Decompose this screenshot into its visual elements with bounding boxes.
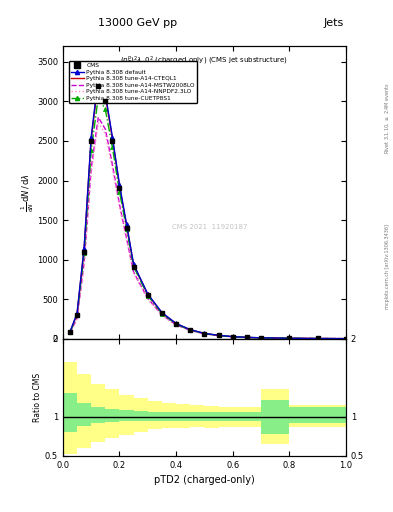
Text: 13000 GeV pp: 13000 GeV pp	[98, 18, 177, 28]
Text: CMS 2021  11920187: CMS 2021 11920187	[172, 224, 248, 230]
Text: Jets: Jets	[323, 18, 344, 28]
Legend: CMS, Pythia 8.308 default, Pythia 8.308 tune-A14-CTEQL1, Pythia 8.308 tune-A14-M: CMS, Pythia 8.308 default, Pythia 8.308 …	[69, 61, 197, 103]
Text: Rivet 3.1.10, $\geq$ 2.4M events: Rivet 3.1.10, $\geq$ 2.4M events	[383, 82, 391, 154]
Text: $(p_T^p)^2\lambda\_0^2$ (charged only) (CMS jet substructure): $(p_T^p)^2\lambda\_0^2$ (charged only) (…	[120, 55, 288, 68]
Y-axis label: $\frac{1}{\mathrm{d}N}\,\mathrm{d}N\,/\,\mathrm{d}\lambda$: $\frac{1}{\mathrm{d}N}\,\mathrm{d}N\,/\,…	[19, 173, 35, 212]
Text: mcplots.cern.ch [arXiv:1306.3436]: mcplots.cern.ch [arXiv:1306.3436]	[385, 224, 389, 309]
Y-axis label: Ratio to CMS: Ratio to CMS	[33, 373, 42, 422]
X-axis label: pTD2 (charged-only): pTD2 (charged-only)	[154, 475, 255, 485]
